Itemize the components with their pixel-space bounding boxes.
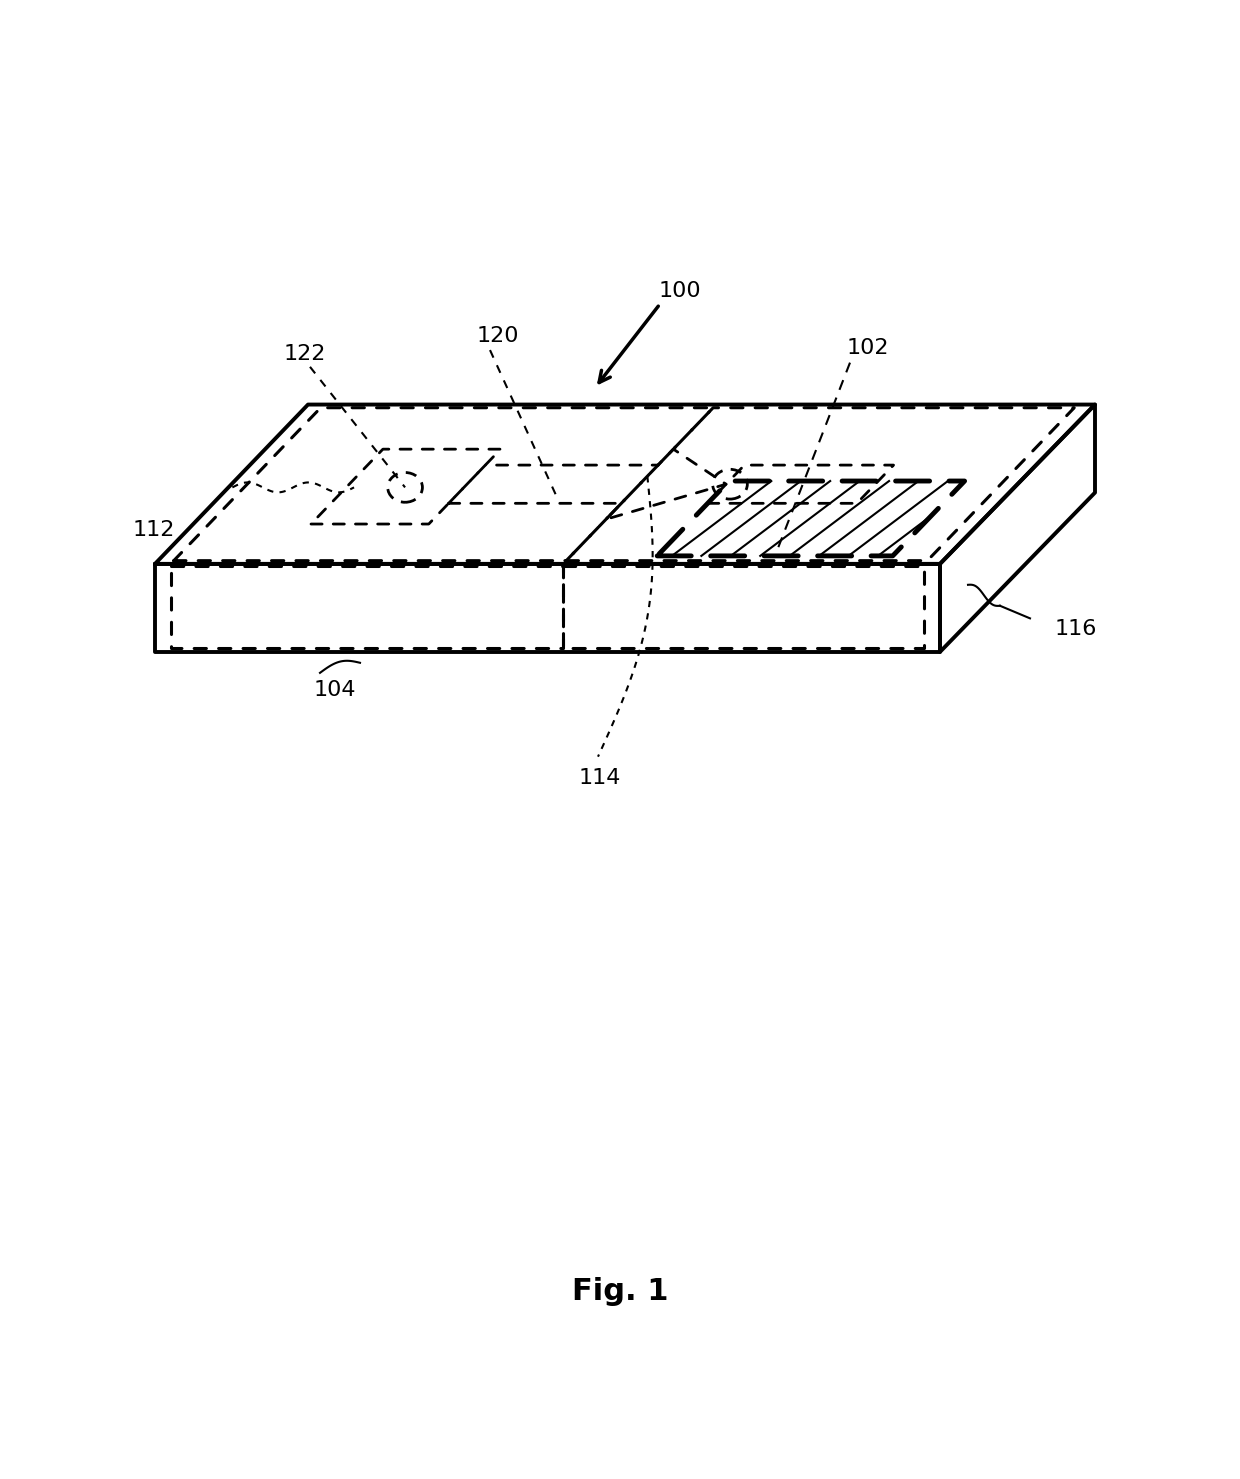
Text: 116: 116 (1055, 620, 1097, 639)
Text: 104: 104 (314, 680, 356, 700)
Text: 120: 120 (476, 325, 520, 346)
Text: 100: 100 (658, 281, 702, 302)
Text: 112: 112 (133, 521, 175, 540)
Text: 122: 122 (284, 345, 326, 364)
Text: Fig. 1: Fig. 1 (572, 1276, 668, 1306)
Text: 102: 102 (847, 337, 889, 358)
Text: 114: 114 (579, 768, 621, 788)
